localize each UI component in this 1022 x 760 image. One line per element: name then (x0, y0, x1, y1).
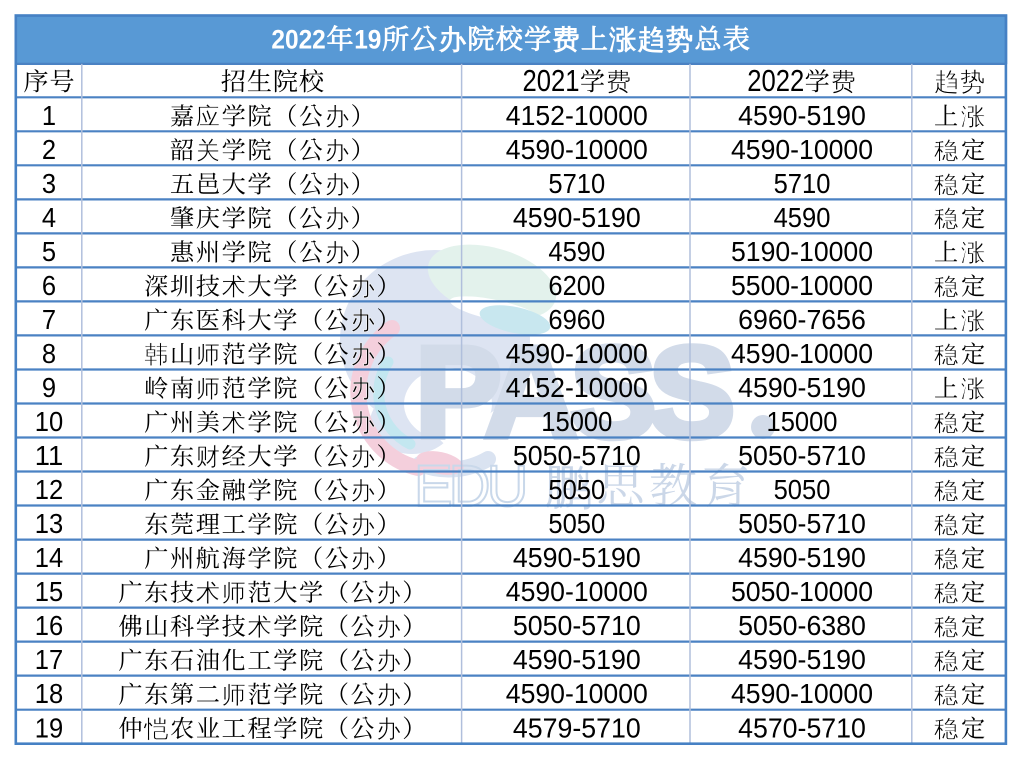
svg-text:5710: 5710 (774, 168, 831, 199)
svg-text:2022: 2022 (271, 25, 325, 55)
svg-text:9: 9 (42, 372, 56, 403)
svg-text:15000: 15000 (767, 406, 838, 437)
svg-text:6960: 6960 (548, 304, 605, 335)
svg-text:2022: 2022 (747, 65, 804, 98)
svg-text:4590-5190: 4590-5190 (513, 542, 641, 573)
svg-text:4152-10000: 4152-10000 (506, 372, 648, 403)
svg-text:4590: 4590 (548, 236, 605, 267)
svg-text:15: 15 (35, 576, 63, 607)
svg-text:2: 2 (42, 134, 56, 165)
svg-text:4590-10000: 4590-10000 (731, 134, 873, 165)
svg-text:5190-10000: 5190-10000 (731, 236, 873, 267)
svg-text:2021: 2021 (523, 65, 580, 98)
svg-text:4590-10000: 4590-10000 (506, 576, 648, 607)
svg-text:19: 19 (35, 712, 63, 743)
svg-text:4590-10000: 4590-10000 (731, 678, 873, 709)
svg-text:4590: 4590 (774, 202, 831, 233)
svg-text:4590-5190: 4590-5190 (513, 644, 641, 675)
svg-text:5050-5710: 5050-5710 (513, 440, 641, 471)
svg-text:4590-10000: 4590-10000 (506, 338, 648, 369)
svg-text:6200: 6200 (548, 270, 605, 301)
svg-text:5050-5710: 5050-5710 (738, 440, 866, 471)
svg-text:3: 3 (42, 168, 56, 199)
svg-text:5050-5710: 5050-5710 (513, 610, 641, 641)
svg-text:PASS: PASS (415, 319, 731, 465)
svg-text:16: 16 (35, 610, 63, 641)
svg-text:5050-5710: 5050-5710 (738, 508, 866, 539)
svg-text:4590-5190: 4590-5190 (513, 202, 641, 233)
svg-text:6: 6 (42, 270, 56, 301)
svg-text:5050: 5050 (548, 474, 605, 505)
svg-text:18: 18 (35, 678, 63, 709)
svg-text:15000: 15000 (541, 406, 612, 437)
svg-text:4590-5190: 4590-5190 (738, 542, 866, 573)
svg-text:13: 13 (35, 508, 63, 539)
svg-text:19: 19 (354, 25, 381, 55)
svg-text:5050: 5050 (548, 508, 605, 539)
svg-text:4590-5190: 4590-5190 (738, 644, 866, 675)
svg-text:5050: 5050 (774, 474, 831, 505)
svg-text:4152-10000: 4152-10000 (506, 100, 648, 131)
svg-text:4590-10000: 4590-10000 (506, 678, 648, 709)
svg-text:4590-10000: 4590-10000 (506, 134, 648, 165)
svg-text:10: 10 (35, 406, 63, 437)
svg-text:5050-6380: 5050-6380 (738, 610, 866, 641)
svg-text:4590-10000: 4590-10000 (731, 338, 873, 369)
svg-text:8: 8 (42, 338, 56, 369)
svg-text:EDU: EDU (414, 454, 525, 519)
svg-text:4590-5190: 4590-5190 (738, 100, 866, 131)
svg-text:4570-5710: 4570-5710 (738, 712, 866, 743)
svg-text:5500-10000: 5500-10000 (731, 270, 873, 301)
svg-text:14: 14 (35, 542, 63, 573)
svg-text:5710: 5710 (548, 168, 605, 199)
svg-text:4590-5190: 4590-5190 (738, 372, 866, 403)
svg-text:5050-10000: 5050-10000 (731, 576, 873, 607)
svg-text:5: 5 (42, 236, 56, 267)
svg-text:4: 4 (42, 202, 56, 233)
svg-text:7: 7 (42, 304, 56, 335)
svg-text:4579-5710: 4579-5710 (513, 712, 641, 743)
svg-text:1: 1 (42, 100, 56, 131)
svg-text:6960-7656: 6960-7656 (738, 304, 866, 335)
svg-text:12: 12 (35, 474, 63, 505)
svg-text:17: 17 (35, 644, 63, 675)
svg-text:11: 11 (35, 440, 63, 471)
